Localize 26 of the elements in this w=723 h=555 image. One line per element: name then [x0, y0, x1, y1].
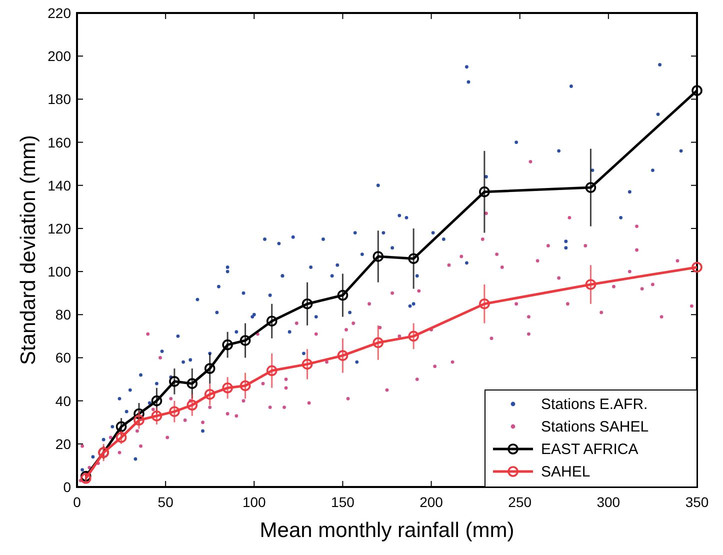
x-tick-label: 300 — [596, 494, 620, 510]
x-tick-label: 200 — [420, 494, 444, 510]
x-tick-label: 100 — [242, 494, 266, 510]
x-tick-label: 50 — [158, 494, 174, 510]
y-tick-label: 180 — [48, 91, 72, 108]
y-tick-label: 20 — [55, 436, 72, 452]
legend-label: EAST AFRICA — [541, 441, 638, 458]
y-tick-label: 140 — [48, 177, 72, 194]
y-axis-title: Standard deviation (mm) — [17, 135, 40, 365]
y-tick-label: 120 — [48, 220, 72, 236]
y-tick-label: 0 — [63, 479, 72, 495]
y-tick-label: 80 — [55, 306, 72, 323]
y-tick-label: 100 — [48, 264, 72, 280]
y-tick-label: 40 — [55, 392, 72, 409]
legend-label: Stations E.AFR. — [541, 396, 648, 413]
x-tick-label: 250 — [508, 494, 532, 510]
x-tick-label: 0 — [73, 494, 82, 510]
legend-label: Stations SAHEL — [541, 418, 649, 436]
x-axis-title: Mean monthly rainfall (mm) — [260, 519, 514, 542]
y-tick-label: 160 — [48, 134, 72, 150]
y-tick-label: 220 — [48, 5, 72, 21]
y-tick-label: 200 — [48, 48, 72, 64]
y-tick-label: 60 — [55, 350, 72, 366]
x-tick-label: 150 — [331, 494, 355, 510]
x-tick-label: 350 — [685, 494, 709, 510]
legend-label: SAHEL — [541, 464, 590, 480]
